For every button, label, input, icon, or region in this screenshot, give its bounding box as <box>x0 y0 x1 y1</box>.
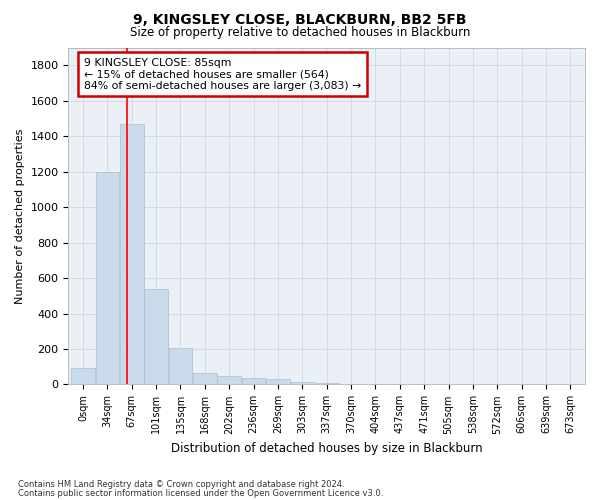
Text: Size of property relative to detached houses in Blackburn: Size of property relative to detached ho… <box>130 26 470 39</box>
Bar <box>315 383 338 384</box>
Text: 9, KINGSLEY CLOSE, BLACKBURN, BB2 5FB: 9, KINGSLEY CLOSE, BLACKBURN, BB2 5FB <box>133 12 467 26</box>
Bar <box>120 124 143 384</box>
Bar <box>242 378 265 384</box>
Text: 9 KINGSLEY CLOSE: 85sqm
← 15% of detached houses are smaller (564)
84% of semi-d: 9 KINGSLEY CLOSE: 85sqm ← 15% of detache… <box>84 58 361 91</box>
Y-axis label: Number of detached properties: Number of detached properties <box>15 128 25 304</box>
Bar <box>193 373 217 384</box>
Bar <box>169 348 193 385</box>
Bar <box>145 288 168 384</box>
Bar <box>290 382 314 384</box>
Bar <box>95 172 119 384</box>
Text: Contains public sector information licensed under the Open Government Licence v3: Contains public sector information licen… <box>18 488 383 498</box>
Bar <box>71 368 95 384</box>
Text: Contains HM Land Registry data © Crown copyright and database right 2024.: Contains HM Land Registry data © Crown c… <box>18 480 344 489</box>
Bar <box>217 376 241 384</box>
Bar <box>266 380 290 384</box>
X-axis label: Distribution of detached houses by size in Blackburn: Distribution of detached houses by size … <box>171 442 482 455</box>
